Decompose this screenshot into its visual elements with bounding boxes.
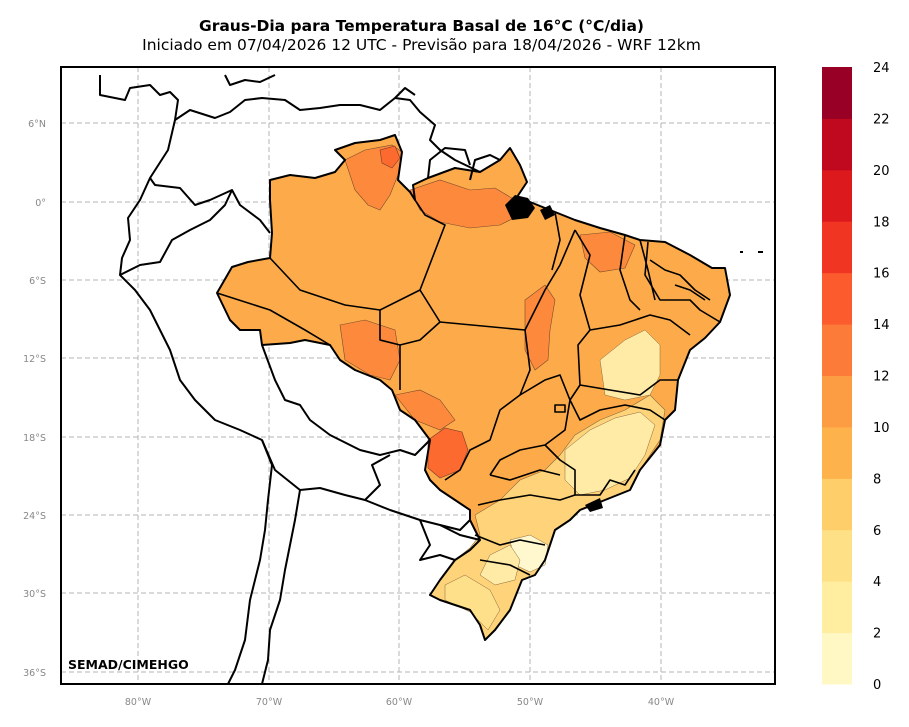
- lon-label-40w: 40°W: [648, 697, 675, 708]
- colorbar-tick-label: 18: [873, 215, 890, 230]
- colorbar-swatch: [822, 529, 852, 582]
- colorbar-swatch: [822, 272, 852, 325]
- colorbar-tick-label: 14: [873, 318, 890, 333]
- colorbar-tick-label: 6: [873, 524, 881, 539]
- colorbar-tick-label: 0: [873, 678, 881, 693]
- marajo-island: [505, 195, 535, 220]
- state-borders: [216, 199, 721, 576]
- colorbar-tick-label: 20: [873, 164, 890, 179]
- lat-label-0: 0°: [35, 198, 46, 209]
- lat-labels: 6°N 0° 6°S 12°S 18°S 24°S 30°S 36°S: [23, 119, 46, 679]
- credit-label: SEMAD/CIMEHGO: [68, 657, 189, 672]
- colorbar-swatch: [822, 221, 852, 274]
- colorbar-swatch: [822, 426, 852, 479]
- colorbar-swatch: [822, 478, 852, 531]
- colorbar-swatch: [822, 632, 852, 685]
- colorbar-tick-label: 16: [873, 267, 890, 282]
- lat-label-24s: 24°S: [23, 511, 46, 522]
- colorbar-swatch: [822, 169, 852, 222]
- colorbar-tick-label: 24: [873, 61, 890, 76]
- colorbar-swatch: [822, 118, 852, 171]
- colorbar-swatch: [822, 67, 852, 119]
- colorbar-swatch: [822, 581, 852, 634]
- map-title: Graus-Dia para Temperatura Basal de 16°C…: [198, 17, 645, 35]
- map-area: [61, 67, 775, 684]
- colorbar-swatch: [822, 324, 852, 376]
- colorbar-tick-label: 4: [873, 575, 881, 590]
- lon-label-80w: 80°W: [125, 697, 152, 708]
- lon-labels: 80°W 70°W 60°W 50°W 40°W: [125, 697, 675, 708]
- colorbar-tick-label: 8: [873, 472, 881, 487]
- colorbar-tick-label: 22: [873, 112, 890, 127]
- map-subtitle: Iniciado em 07/04/2026 12 UTC - Previsão…: [142, 36, 701, 54]
- colorbar: [822, 67, 852, 685]
- country-borders: [99, 74, 763, 684]
- map-frame: [60, 66, 776, 685]
- lon-label-60w: 60°W: [386, 697, 413, 708]
- lon-label-70w: 70°W: [256, 697, 283, 708]
- warm-patch-west: [427, 427, 469, 479]
- colorbar-swatch: [822, 375, 852, 428]
- colorbar-tick-label: 2: [873, 627, 881, 642]
- lat-label-6n: 6°N: [28, 119, 46, 130]
- lat-label-30s: 30°S: [23, 589, 46, 600]
- colorbar-tick-label: 12: [873, 370, 890, 385]
- lon-label-50w: 50°W: [517, 697, 544, 708]
- colorbar-tick-label: 10: [873, 421, 890, 436]
- lat-label-36s: 36°S: [23, 668, 46, 679]
- lat-label-18s: 18°S: [23, 433, 46, 444]
- lat-label-6s: 6°S: [29, 276, 46, 287]
- lat-label-12s: 12°S: [23, 354, 46, 365]
